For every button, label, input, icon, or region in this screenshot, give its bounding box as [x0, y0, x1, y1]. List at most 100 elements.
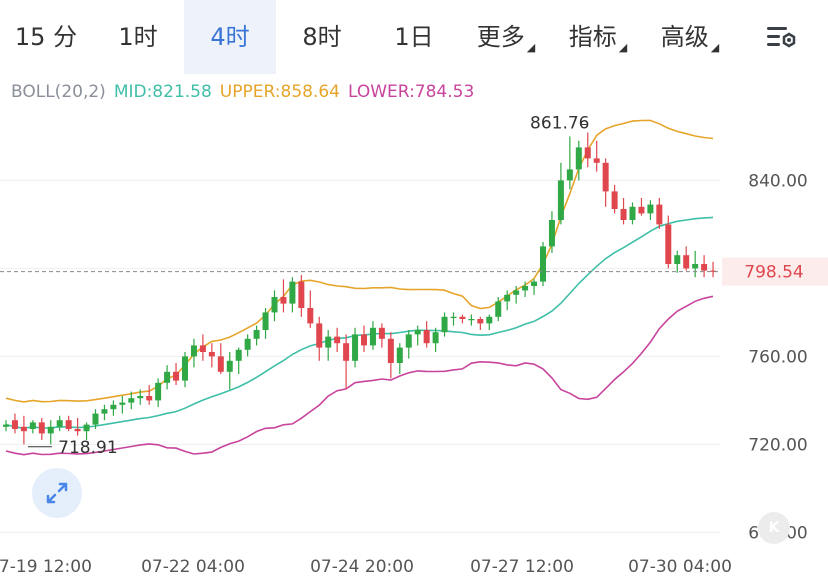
- candle-body: [155, 382, 162, 401]
- candle-body: [692, 264, 699, 269]
- candle-body: [20, 426, 27, 432]
- tab-1d[interactable]: 1日: [394, 23, 434, 51]
- candle-body: [396, 347, 403, 363]
- tab-more[interactable]: 更多 ◢: [460, 0, 552, 74]
- candle-body: [164, 371, 171, 383]
- tab-4h[interactable]: 4时: [184, 0, 276, 74]
- min-price-annotation: 718.91: [58, 438, 117, 458]
- y-tick-label: 840.00: [748, 171, 807, 191]
- candle-body: [47, 426, 54, 434]
- candle-body: [701, 264, 708, 271]
- candle-body: [235, 349, 242, 361]
- candle-body: [3, 424, 9, 427]
- candle-body: [361, 334, 367, 346]
- candle-body: [307, 308, 314, 324]
- candle-body: [289, 281, 296, 304]
- candle-body: [459, 316, 466, 319]
- tab-15m[interactable]: 15 分: [14, 23, 78, 51]
- candle-body: [522, 286, 529, 291]
- candle-body: [674, 255, 681, 264]
- legend-lower: LOWER:784.53: [347, 82, 475, 102]
- tab-indicators[interactable]: 指标 ◢: [552, 0, 644, 74]
- timeframe-tabs: 15 分 1时 4时 8时 1日 更多 ◢ 指标 ◢ 高级 ◢: [0, 0, 828, 74]
- candle-body: [325, 336, 332, 348]
- candle-body: [486, 316, 493, 324]
- candle-body: [432, 332, 439, 344]
- candle-body: [629, 206, 636, 220]
- max-price-annotation: 861.76: [530, 114, 589, 134]
- candle-body: [146, 396, 153, 401]
- x-tick-label: 07-19 12:00: [0, 557, 92, 577]
- candle-body: [83, 424, 90, 432]
- x-tick-label: 07-27 12:00: [470, 557, 574, 577]
- candle-body: [557, 180, 564, 220]
- candle-body: [369, 327, 376, 346]
- candle-body: [56, 420, 63, 427]
- boll-upper-line: [5, 119, 714, 403]
- legend-mid: MID:821.58: [113, 82, 212, 102]
- tab-advanced[interactable]: 高级 ◢: [644, 0, 736, 74]
- x-tick-label: 07-22 04:00: [141, 557, 245, 577]
- candle-body: [548, 220, 555, 247]
- candle-body: [334, 336, 341, 344]
- candle-body: [110, 404, 117, 410]
- candle-body: [352, 334, 359, 361]
- candle-body: [611, 191, 618, 209]
- candle-body: [450, 316, 457, 318]
- candle-body: [38, 422, 45, 434]
- candle-body: [128, 398, 135, 403]
- boll-legend: BOLL(20,2) MID:821.58 UPPER:858.64 LOWER:78…: [11, 82, 482, 102]
- current-price-tag: [722, 257, 828, 286]
- candle-body: [29, 422, 36, 429]
- dropdown-triangle-icon: ◢: [618, 41, 628, 54]
- candle-body: [647, 204, 654, 214]
- candle-body: [101, 409, 108, 414]
- candle-body: [656, 204, 663, 225]
- boll-mid-line: [5, 216, 714, 430]
- candle-body: [298, 281, 305, 308]
- x-tick-label: 07-24 20:00: [310, 557, 414, 577]
- tab-more-label: 更多: [476, 23, 525, 51]
- candle-body: [593, 158, 600, 163]
- candle-body: [710, 270, 717, 272]
- candle-body: [575, 147, 582, 170]
- candle-body: [477, 319, 484, 324]
- candle-body: [387, 338, 394, 363]
- candle-body: [441, 316, 448, 333]
- tab-1h[interactable]: 1时: [118, 23, 158, 51]
- tab-indicators-label: 指标: [568, 23, 617, 51]
- candle-body: [495, 301, 502, 317]
- candle-body: [504, 294, 511, 302]
- candle-body: [119, 402, 126, 405]
- candle-body: [182, 356, 188, 381]
- expand-fullscreen-button[interactable]: [32, 468, 82, 518]
- y-tick-label: 760.00: [748, 347, 807, 367]
- candle-body: [423, 330, 430, 344]
- candle-body: [405, 334, 412, 348]
- boll-lower-line: [5, 295, 714, 456]
- legend-indicator-name: BOLL(20,2): [11, 82, 106, 102]
- tab-8h[interactable]: 8时: [302, 23, 342, 51]
- candle-body: [217, 356, 224, 372]
- candle-body: [468, 319, 475, 321]
- legend-upper: UPPER:858.64: [219, 82, 340, 102]
- candle-body: [74, 429, 81, 432]
- candle-body: [531, 281, 538, 286]
- candle-body: [343, 343, 350, 361]
- candle-body: [665, 224, 672, 264]
- candle-body: [271, 297, 278, 313]
- expand-arrows-icon: [46, 482, 68, 504]
- kline-logo-button[interactable]: K: [758, 512, 790, 544]
- candle-body: [226, 360, 233, 372]
- candle-body: [11, 420, 18, 429]
- candle-body: [566, 169, 573, 181]
- candle-body: [65, 420, 72, 429]
- candle-body: [280, 297, 287, 304]
- chart-settings-icon[interactable]: [764, 24, 798, 50]
- candle-body: [199, 345, 206, 352]
- tab-advanced-label: 高级: [660, 23, 709, 51]
- candle-body: [620, 209, 627, 220]
- candle-body: [638, 206, 645, 214]
- candle-body: [253, 330, 260, 339]
